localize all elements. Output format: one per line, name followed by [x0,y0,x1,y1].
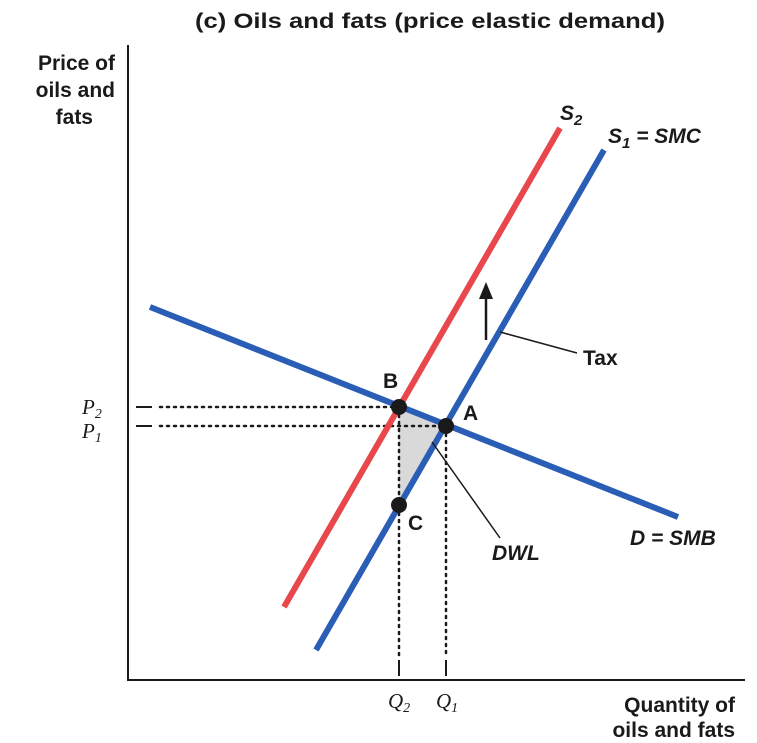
point-label: B [383,370,398,393]
price-tick-label: P2 [81,395,102,422]
dwl-pointer [431,441,501,539]
demand-curve [148,304,680,520]
tax-label: Tax [583,347,618,370]
s1-label: S1 = SMC [608,125,702,152]
s2-label: S2 [560,102,583,129]
y-axis-label: oils and [36,79,115,102]
tax-arrowhead [479,282,493,299]
quantity-tick-label: Q1 [436,689,458,716]
y-axis-label: fats [56,106,93,129]
price-tick-label: P1 [81,419,102,446]
y-axis-label: Price of [38,52,116,75]
x-axis-label: Quantity of [624,694,736,717]
point-b [391,399,407,415]
quantity-tick-label: Q2 [388,689,410,716]
supply-curve-s2 [281,126,563,609]
dwl-label: DWL [492,542,540,565]
title: (c) Oils and fats (price elastic demand) [195,10,665,33]
supply-curve-s1 [313,148,607,652]
point-c [391,497,407,513]
tax-pointer [499,331,578,354]
demand-label: D = SMB [630,527,716,550]
point-a [438,418,454,434]
point-label: A [463,402,478,425]
x-axis-label: oils and fats [612,719,735,742]
point-label: C [408,512,423,535]
